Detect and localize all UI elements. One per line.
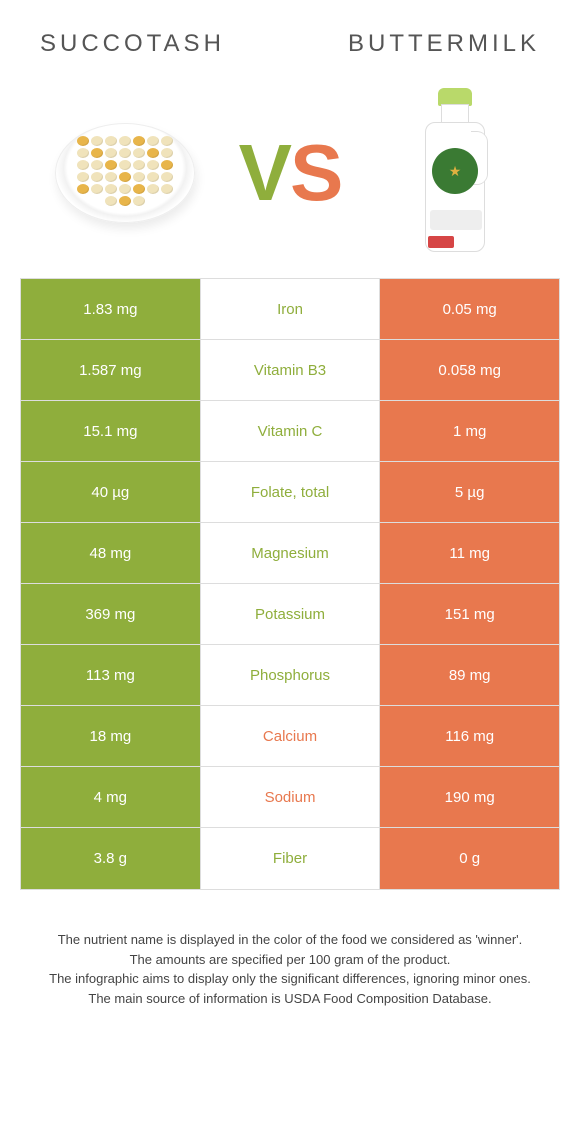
vs-v: V: [239, 128, 290, 217]
value-left: 40 µg: [21, 462, 201, 522]
value-right: 1 mg: [380, 401, 559, 461]
succotash-image: [50, 98, 200, 248]
table-row: 369 mgPotassium151 mg: [21, 584, 559, 645]
table-row: 48 mgMagnesium11 mg: [21, 523, 559, 584]
table-row: 3.8 gFiber0 g: [21, 828, 559, 889]
nutrient-label: Sodium: [201, 767, 381, 827]
table-row: 1.83 mgIron0.05 mg: [21, 279, 559, 340]
nutrient-label: Magnesium: [201, 523, 381, 583]
foot-line: The main source of information is USDA F…: [40, 989, 540, 1009]
value-left: 3.8 g: [21, 828, 201, 889]
value-left: 4 mg: [21, 767, 201, 827]
nutrient-label: Folate, total: [201, 462, 381, 522]
foot-line: The nutrient name is displayed in the co…: [40, 930, 540, 950]
value-right: 151 mg: [380, 584, 559, 644]
value-left: 1.83 mg: [21, 279, 201, 339]
nutrient-label: Vitamin C: [201, 401, 381, 461]
table-row: 1.587 mgVitamin B30.058 mg: [21, 340, 559, 401]
vs-label: VS: [239, 127, 342, 219]
nutrient-label: Phosphorus: [201, 645, 381, 705]
foot-line: The amounts are specified per 100 gram o…: [40, 950, 540, 970]
plate-icon: [55, 123, 195, 223]
value-right: 0 g: [380, 828, 559, 889]
nutrient-label: Iron: [201, 279, 381, 339]
value-left: 48 mg: [21, 523, 201, 583]
value-left: 1.587 mg: [21, 340, 201, 400]
value-left: 369 mg: [21, 584, 201, 644]
nutrient-label: Potassium: [201, 584, 381, 644]
table-row: 18 mgCalcium116 mg: [21, 706, 559, 767]
hero: VS: [20, 78, 560, 278]
table-row: 113 mgPhosphorus89 mg: [21, 645, 559, 706]
value-right: 190 mg: [380, 767, 559, 827]
value-left: 18 mg: [21, 706, 201, 766]
value-right: 0.05 mg: [380, 279, 559, 339]
value-left: 15.1 mg: [21, 401, 201, 461]
title-row: Succotash Buttermilk: [20, 30, 560, 78]
foot-line: The infographic aims to display only the…: [40, 969, 540, 989]
value-right: 0.058 mg: [380, 340, 559, 400]
vs-s: S: [290, 128, 341, 217]
value-right: 89 mg: [380, 645, 559, 705]
table-row: 15.1 mgVitamin C1 mg: [21, 401, 559, 462]
value-right: 116 mg: [380, 706, 559, 766]
title-left: Succotash: [40, 30, 225, 58]
bottle-icon: [420, 88, 490, 258]
table-row: 40 µgFolate, total5 µg: [21, 462, 559, 523]
nutrient-label: Vitamin B3: [201, 340, 381, 400]
nutrient-label: Fiber: [201, 828, 381, 889]
buttermilk-image: [380, 98, 530, 248]
nutrient-table: 1.83 mgIron0.05 mg1.587 mgVitamin B30.05…: [20, 278, 560, 890]
footnotes: The nutrient name is displayed in the co…: [20, 930, 560, 1008]
table-row: 4 mgSodium190 mg: [21, 767, 559, 828]
value-right: 11 mg: [380, 523, 559, 583]
nutrient-label: Calcium: [201, 706, 381, 766]
value-right: 5 µg: [380, 462, 559, 522]
value-left: 113 mg: [21, 645, 201, 705]
title-right: Buttermilk: [348, 30, 540, 58]
